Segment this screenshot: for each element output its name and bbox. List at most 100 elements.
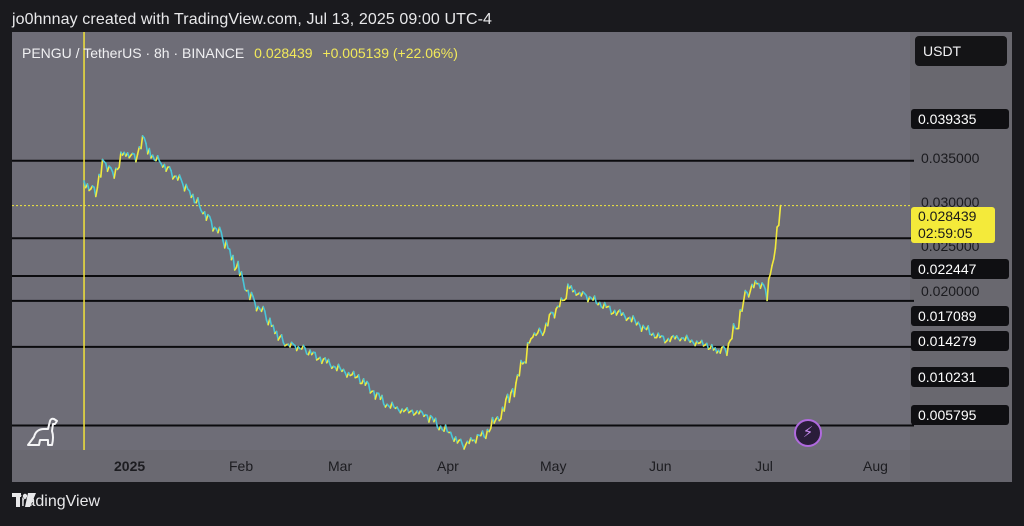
price-segment [766, 278, 770, 302]
price-segment [192, 193, 196, 204]
price-segment [381, 394, 385, 405]
price-segment [565, 283, 569, 300]
price-segment [767, 273, 772, 281]
price-segment [518, 359, 522, 377]
price-segment [242, 279, 246, 291]
price-segment [374, 392, 378, 400]
chart-svg [12, 32, 914, 450]
price-segment [737, 308, 742, 330]
level-tag[interactable]: 0.014279 [911, 331, 1009, 351]
time-tick-label: Jul [755, 458, 773, 474]
price-segment [726, 342, 730, 357]
price-segment [237, 260, 241, 277]
price-segment [587, 295, 591, 303]
dino-icon[interactable] [24, 415, 60, 447]
price-segment [484, 428, 489, 440]
price-segment [769, 264, 773, 275]
price-segment [608, 305, 613, 315]
price-segment [86, 183, 90, 192]
price-segment [700, 339, 705, 347]
price-segment [774, 226, 778, 249]
price-segment [170, 169, 174, 180]
price-segment [140, 135, 144, 150]
price-segment [240, 271, 244, 281]
price-segment [503, 398, 507, 412]
price-segment [508, 391, 512, 404]
current-price-tag: 0.028439 02:59:05 [911, 207, 995, 243]
level-tag[interactable]: 0.039335 [911, 109, 1009, 129]
symbol-legend[interactable]: PENGU / TetherUS · 8h · BINANCE 0.028439… [22, 45, 458, 61]
price-segment [459, 438, 464, 446]
price-segment [558, 297, 563, 308]
price-segment [113, 167, 117, 179]
time-tick-label: Jun [649, 458, 672, 474]
price-segment [593, 295, 598, 304]
time-tick-label: Feb [229, 458, 254, 474]
price-segment [136, 146, 141, 155]
price-segment [96, 173, 100, 189]
price-segment [603, 301, 608, 309]
price-segment [474, 433, 479, 444]
price-segment [357, 374, 362, 385]
price-segment [100, 158, 104, 178]
price-segment [489, 416, 494, 430]
price-segment [573, 289, 578, 296]
price-segment [705, 342, 710, 351]
price-segment [264, 310, 268, 321]
tradingview-logo[interactable]: TradingView [12, 493, 100, 511]
time-tick-label: Aug [863, 458, 888, 474]
symbol-pair: PENGU / TetherUS · 8h · BINANCE [22, 45, 245, 61]
price-segment [220, 231, 224, 242]
price-segment [143, 137, 147, 145]
price-segment [135, 153, 139, 163]
price-segment [151, 154, 156, 161]
price-segment [252, 295, 256, 304]
price-segment [513, 382, 517, 398]
time-scale[interactable] [12, 450, 910, 482]
price-segment [314, 351, 318, 361]
tradingview-logo-icon [12, 493, 36, 507]
price-segment [304, 347, 308, 355]
price-segment [208, 215, 213, 223]
price-segment [732, 323, 737, 330]
price-segment [525, 341, 529, 364]
price-tick-label: 0.030000 [921, 194, 980, 210]
price-segment [731, 323, 735, 340]
price-segment [428, 414, 432, 423]
price-segment [232, 254, 236, 271]
plot-area[interactable] [12, 32, 910, 450]
current-price-value: 0.028439 [918, 208, 977, 224]
price-segment [327, 358, 331, 366]
currency-button[interactable]: USDT [915, 36, 1007, 66]
lightning-icon[interactable]: ⚡ [794, 419, 822, 447]
chart-frame: PENGU / TetherUS · 8h · BINANCE 0.028439… [12, 32, 1012, 482]
price-segment [275, 330, 280, 341]
price-segment [647, 325, 651, 336]
price-segment [228, 248, 233, 261]
price-segment [771, 258, 775, 267]
price-segment [515, 374, 519, 384]
price-segment [106, 165, 110, 173]
price-segment [449, 431, 454, 439]
last-price: 0.028439 [254, 45, 313, 61]
price-segment [156, 155, 161, 162]
time-tick-label: 2025 [114, 458, 146, 474]
time-tick-label: Apr [437, 458, 459, 474]
price-segment [118, 151, 122, 168]
price-segment [719, 346, 723, 354]
price-segment [543, 322, 547, 333]
price-segment [406, 406, 410, 414]
price-segment [269, 317, 273, 327]
level-tag[interactable]: 0.022447 [911, 259, 1009, 279]
price-segment [570, 285, 574, 293]
price-segment [95, 186, 99, 198]
price-segment [500, 406, 504, 420]
level-tag[interactable]: 0.010231 [911, 367, 1009, 387]
level-tag[interactable]: 0.005795 [911, 405, 1009, 425]
price-segment [546, 314, 551, 327]
level-tag[interactable]: 0.017089 [911, 306, 1009, 326]
price-segment [272, 324, 276, 335]
price-segment [210, 220, 214, 232]
price-segment [185, 183, 189, 190]
price-segment [741, 300, 745, 313]
